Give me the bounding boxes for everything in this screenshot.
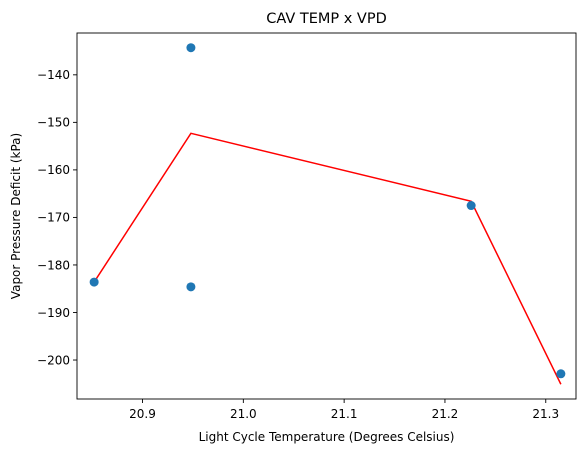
y-axis: −140 −150 −160 −170 −180 −190 −200 xyxy=(37,68,77,367)
x-tick-label: 21.2 xyxy=(432,407,459,421)
data-point xyxy=(89,277,99,287)
data-point xyxy=(186,282,196,292)
y-tick-label: −170 xyxy=(37,211,70,225)
x-axis-label: Light Cycle Temperature (Degrees Celsius… xyxy=(199,430,455,444)
plot-area xyxy=(89,43,566,385)
y-tick-label: −140 xyxy=(37,68,70,82)
y-tick-label: −200 xyxy=(37,353,70,367)
x-tick-label: 21.1 xyxy=(331,407,358,421)
y-tick-label: −190 xyxy=(37,306,70,320)
data-point xyxy=(186,43,196,53)
plot-frame xyxy=(76,32,577,400)
x-tick-label: 21.3 xyxy=(532,407,559,421)
y-tick-label: −160 xyxy=(37,163,70,177)
fit-line xyxy=(93,132,562,385)
data-point xyxy=(556,369,566,379)
y-axis-label: Vapor Pressure Deficit (kPa) xyxy=(9,133,23,299)
data-point xyxy=(466,201,476,211)
x-tick-label: 21.0 xyxy=(230,407,257,421)
chart-title: CAV TEMP x VPD xyxy=(266,11,387,27)
x-axis: 20.9 21.0 21.1 21.2 21.3 xyxy=(129,399,559,421)
y-tick-label: −150 xyxy=(37,116,70,130)
x-tick-label: 20.9 xyxy=(129,407,156,421)
y-tick-label: −180 xyxy=(37,258,70,272)
